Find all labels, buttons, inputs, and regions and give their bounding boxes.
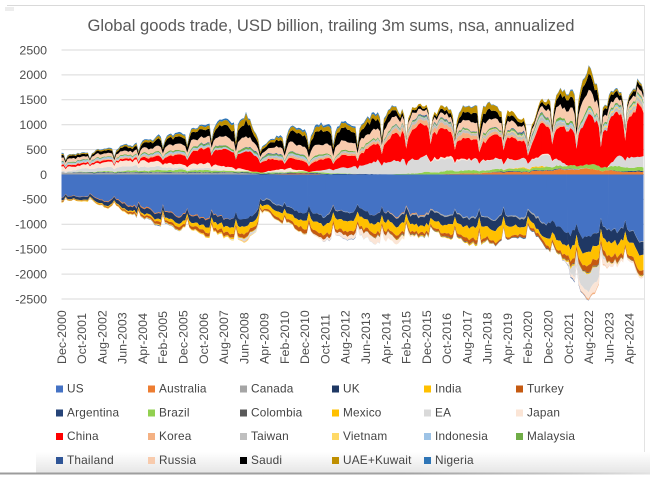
svg-text:-2500: -2500: [15, 292, 47, 306]
svg-text:1500: 1500: [19, 93, 47, 107]
svg-text:Feb-2015: Feb-2015: [400, 311, 414, 364]
svg-text:EA: EA: [435, 406, 451, 420]
svg-text:Feb-2010: Feb-2010: [278, 311, 292, 364]
svg-text:Oct-2021: Oct-2021: [562, 313, 576, 364]
svg-text:Argentina: Argentina: [67, 406, 120, 420]
svg-text:UAE+Kuwait: UAE+Kuwait: [343, 453, 412, 467]
svg-text:Japan: Japan: [527, 406, 560, 420]
svg-text:500: 500: [26, 143, 47, 157]
svg-text:Jun-2003: Jun-2003: [116, 312, 130, 364]
svg-text:1000: 1000: [19, 118, 47, 132]
svg-text:Saudi: Saudi: [251, 453, 282, 467]
svg-text:Feb-2005: Feb-2005: [156, 311, 170, 364]
svg-text:Jun-2023: Jun-2023: [602, 312, 616, 364]
svg-text:Indonesia: Indonesia: [435, 429, 488, 443]
svg-text:Apr-2009: Apr-2009: [258, 313, 272, 364]
svg-text:Apr-2004: Apr-2004: [136, 313, 150, 364]
svg-text:-1000: -1000: [15, 218, 47, 232]
svg-text:Oct-2011: Oct-2011: [318, 314, 332, 364]
svg-text:Jun-2008: Jun-2008: [237, 312, 251, 364]
svg-text:Russia: Russia: [159, 453, 196, 467]
svg-text:US: US: [67, 382, 84, 396]
svg-text:Aug-2022: Aug-2022: [582, 310, 596, 364]
svg-text:Jun-2013: Jun-2013: [359, 312, 373, 364]
svg-text:-2000: -2000: [15, 267, 47, 281]
svg-text:Apr-2014: Apr-2014: [379, 313, 393, 364]
svg-text:Turkey: Turkey: [527, 382, 564, 396]
svg-text:Oct-2001: Oct-2001: [75, 313, 89, 364]
svg-text:Aug-2007: Aug-2007: [217, 310, 231, 364]
svg-text:Dec-2000: Dec-2000: [55, 310, 69, 364]
svg-text:Dec-2010: Dec-2010: [298, 310, 312, 364]
svg-text:2000: 2000: [19, 68, 47, 82]
svg-text:2500: 2500: [19, 43, 47, 57]
svg-text:Aug-2017: Aug-2017: [460, 310, 474, 364]
svg-text:Korea: Korea: [159, 429, 192, 443]
svg-text:0: 0: [40, 168, 47, 182]
svg-text:Oct-2006: Oct-2006: [197, 313, 211, 364]
svg-text:Jun-2018: Jun-2018: [481, 312, 495, 364]
svg-text:Dec-2020: Dec-2020: [542, 310, 556, 364]
svg-text:Aug-2002: Aug-2002: [95, 310, 109, 364]
svg-text:Feb-2020: Feb-2020: [521, 311, 535, 364]
svg-text:Taiwan: Taiwan: [251, 429, 289, 443]
svg-text:India: India: [435, 382, 462, 396]
svg-text:Australia: Australia: [159, 382, 207, 396]
svg-text:Canada: Canada: [251, 382, 294, 396]
svg-text:Global goods trade, USD billio: Global goods trade, USD billion, trailin…: [87, 16, 574, 35]
svg-text:-500: -500: [22, 193, 47, 207]
svg-text:Nigeria: Nigeria: [435, 453, 474, 467]
svg-text:Apr-2019: Apr-2019: [501, 313, 515, 364]
svg-text:Brazil: Brazil: [159, 406, 190, 420]
svg-text:Dec-2015: Dec-2015: [420, 310, 434, 364]
svg-text:Mexico: Mexico: [343, 406, 382, 420]
svg-text:China: China: [67, 429, 99, 443]
svg-text:Oct-2016: Oct-2016: [440, 313, 454, 364]
svg-text:Thailand: Thailand: [67, 453, 114, 467]
svg-text:Colombia: Colombia: [251, 406, 303, 420]
svg-text:Malaysia: Malaysia: [527, 429, 575, 443]
svg-text:Vietnam: Vietnam: [343, 429, 387, 443]
svg-text:UK: UK: [343, 382, 360, 396]
svg-text:Apr-2024: Apr-2024: [623, 313, 637, 364]
svg-text:-1500: -1500: [15, 243, 47, 257]
svg-text:Dec-2005: Dec-2005: [176, 310, 190, 364]
svg-text:Aug-2012: Aug-2012: [339, 310, 353, 364]
